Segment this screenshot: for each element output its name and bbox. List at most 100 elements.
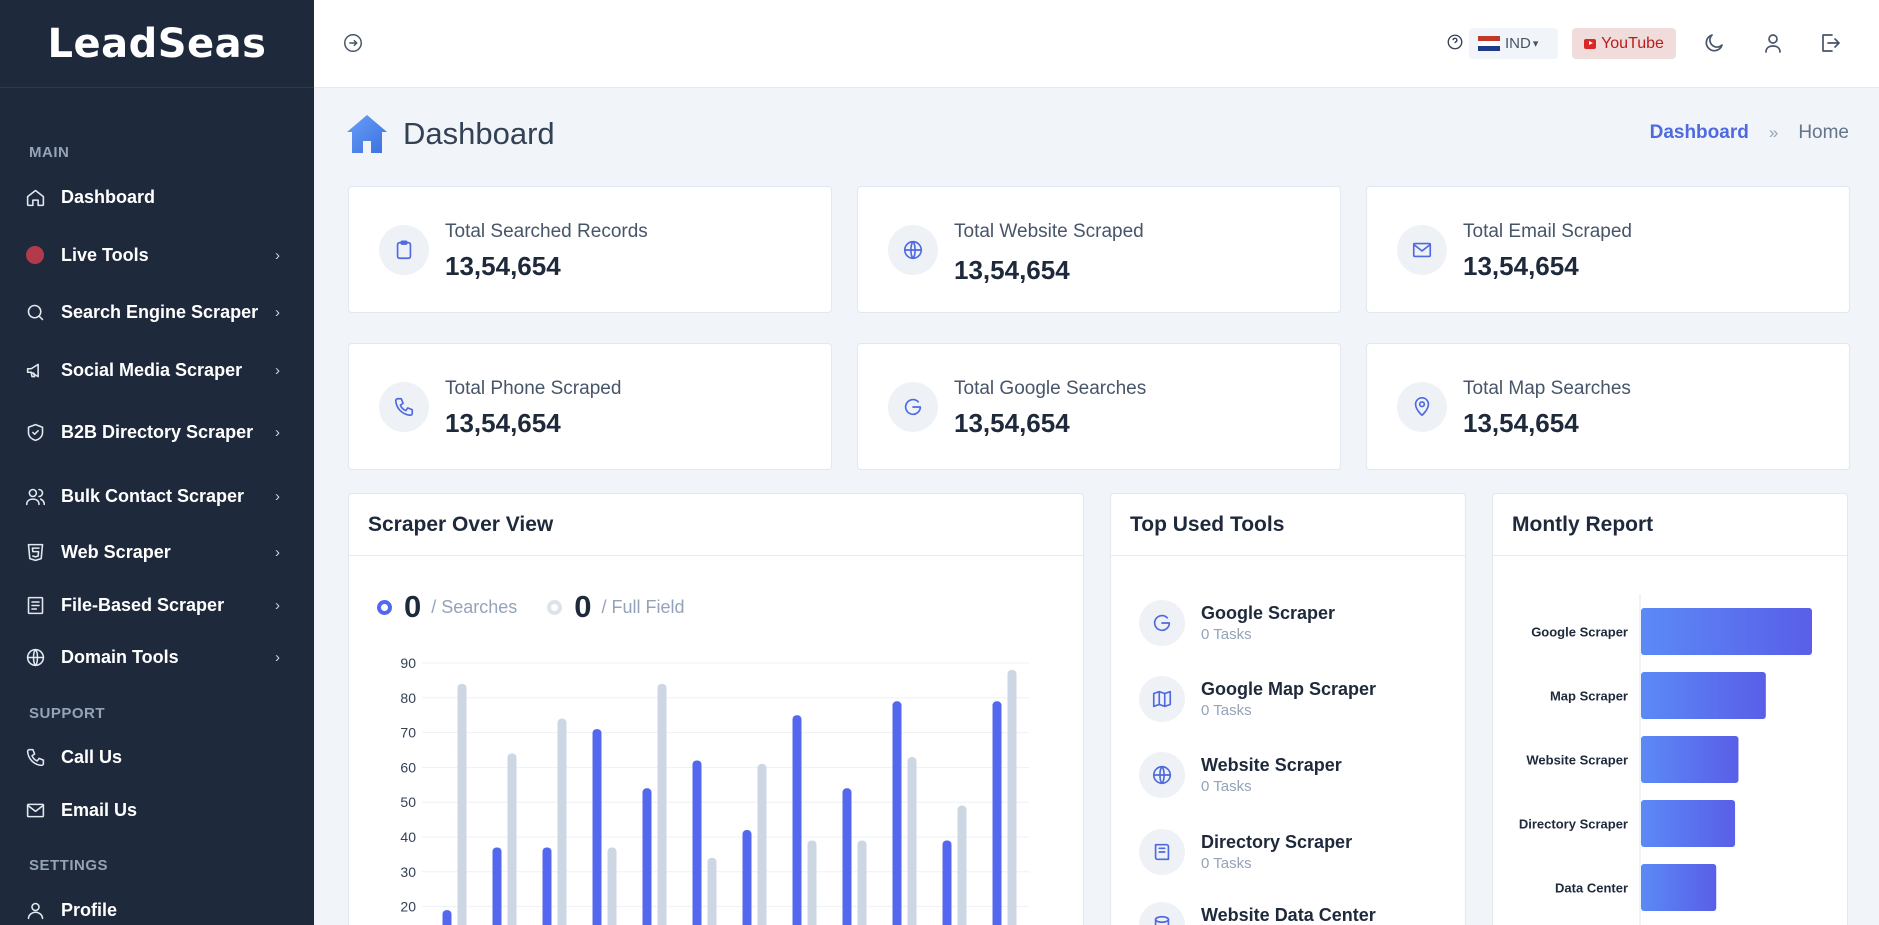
bar-searches[interactable] [592,729,602,925]
bar-searches[interactable] [442,910,452,925]
bar-full-field[interactable] [557,718,567,925]
stat-label: Total Searched Records [445,221,648,242]
bar-searches[interactable] [942,840,952,925]
bar-full-field[interactable] [807,840,817,925]
phone-icon [379,382,429,432]
youtube-label: YouTube [1601,34,1664,52]
youtube-icon [1584,38,1597,49]
globe-icon [888,225,938,275]
section-title-main: MAIN [29,144,70,161]
logout-icon[interactable] [1818,31,1842,55]
report-bar-label: Data Center [1555,881,1628,896]
bar-full-field[interactable] [507,753,517,925]
bar-searches[interactable] [642,788,652,925]
bar-full-field[interactable] [457,683,467,925]
stat-card-google-searches: Total Google Searches 13,54,654 [857,343,1341,470]
stat-label: Total Website Scraped [954,221,1144,242]
stat-label: Total Google Searches [954,378,1147,399]
phone-icon [24,746,46,768]
report-bar[interactable] [1641,672,1766,719]
legend-label-full-field: / Full Field [601,596,685,617]
stat-card-phone-scraped: Total Phone Scraped 13,54,654 [348,343,832,470]
mail-icon [24,799,46,821]
tool-item-website-data-center[interactable]: Website Data Center [1139,902,1439,925]
tool-item-google-map-scraper[interactable]: Google Map Scraper 0 Tasks [1139,676,1439,724]
sidebar-item-b2b-directory-scraper[interactable]: B2B Directory Scraper › [0,412,314,452]
sidebar-item-search-engine-scraper[interactable]: Search Engine Scraper › [0,292,314,332]
clipboard-icon [379,225,429,275]
bar-full-field[interactable] [657,683,667,925]
sidebar-item-label: Call Us [61,746,123,767]
bar-searches[interactable] [992,701,1002,925]
sidebar-item-email-us[interactable]: Email Us [0,790,314,830]
report-bar[interactable] [1641,800,1736,847]
y-tick-label: 80 [400,690,416,706]
bar-searches[interactable] [692,760,702,925]
y-tick-label: 50 [400,794,416,810]
dark-mode-icon[interactable] [1702,31,1726,55]
brand-logo[interactable]: LeadSeas [0,0,314,88]
sidebar-item-web-scraper[interactable]: Web Scraper › [0,532,314,572]
user-icon [24,899,46,921]
sidebar-item-file-based-scraper[interactable]: File-Based Scraper › [0,585,314,625]
chevron-down-icon: ▾ [1532,38,1539,50]
topbar: IND ▾ YouTube [314,0,1879,88]
bar-searches[interactable] [792,715,802,925]
tool-tasks: 0 Tasks [1201,855,1252,872]
youtube-button[interactable]: YouTube [1572,28,1676,59]
sidebar-item-social-media-scraper[interactable]: Social Media Scraper › [0,350,314,390]
chevron-right-icon: › [275,246,280,264]
flag-icon [1478,36,1500,51]
sidebar-item-domain-tools[interactable]: Domain Tools › [0,637,314,677]
tool-item-google-scraper[interactable]: Google Scraper 0 Tasks [1139,600,1439,648]
live-dot-icon [24,244,46,266]
breadcrumb-home[interactable]: Home [1798,122,1849,143]
sidebar-item-profile[interactable]: Profile [0,890,314,925]
help-icon[interactable] [1446,33,1464,51]
y-tick-label: 40 [400,829,416,845]
panel-title: Top Used Tools [1111,494,1465,556]
collapse-sidebar-icon[interactable] [342,32,364,54]
bar-full-field[interactable] [857,840,867,925]
bar-full-field[interactable] [707,857,717,925]
report-bar[interactable] [1641,736,1739,783]
report-bar-label: Map Scraper [1550,689,1628,704]
sidebar-item-label: Search Engine Scraper [61,301,259,322]
bar-searches[interactable] [892,701,902,925]
database-icon [1139,902,1185,925]
sidebar-item-live-tools[interactable]: Live Tools › [0,235,314,275]
language-selector[interactable]: IND ▾ [1469,28,1558,59]
bar-full-field[interactable] [907,756,917,925]
report-bar-label: Directory Scraper [1519,817,1628,832]
legend-label-searches: / Searches [431,596,518,617]
bar-full-field[interactable] [1007,669,1017,925]
stat-card-searched-records: Total Searched Records 13,54,654 [348,186,832,313]
bar-searches[interactable] [542,847,552,925]
bar-full-field[interactable] [607,847,617,925]
panel-title: Scraper Over View [349,494,1083,556]
tool-name: Website Data Center [1201,905,1376,925]
breadcrumb-dashboard[interactable]: Dashboard [1649,122,1749,143]
report-bar[interactable] [1641,864,1717,911]
bar-searches[interactable] [842,788,852,925]
tool-item-website-scraper[interactable]: Website Scraper 0 Tasks [1139,752,1439,800]
report-bar[interactable] [1641,608,1812,655]
bar-full-field[interactable] [757,763,767,925]
bar-searches[interactable] [742,830,752,925]
legend-marker-full-field[interactable] [547,599,563,615]
stat-value: 13,54,654 [445,408,561,438]
panel-title: Montly Report [1493,494,1847,556]
tool-item-directory-scraper[interactable]: Directory Scraper 0 Tasks [1139,829,1439,877]
sidebar-item-label: B2B Directory Scraper [61,421,254,442]
sidebar-item-label: Email Us [61,799,138,820]
bar-full-field[interactable] [957,805,967,925]
sidebar-item-dashboard[interactable]: Dashboard [0,177,314,217]
bar-searches[interactable] [492,847,502,925]
report-bar-label: Google Scraper [1531,625,1628,640]
legend-marker-searches[interactable] [377,599,392,615]
sidebar-item-call-us[interactable]: Call Us [0,737,314,777]
user-icon[interactable] [1761,31,1785,55]
google-icon [1139,600,1185,646]
brand-name: LeadSeas [47,20,267,67]
sidebar-item-bulk-contact-scraper[interactable]: Bulk Contact Scraper › [0,476,314,516]
